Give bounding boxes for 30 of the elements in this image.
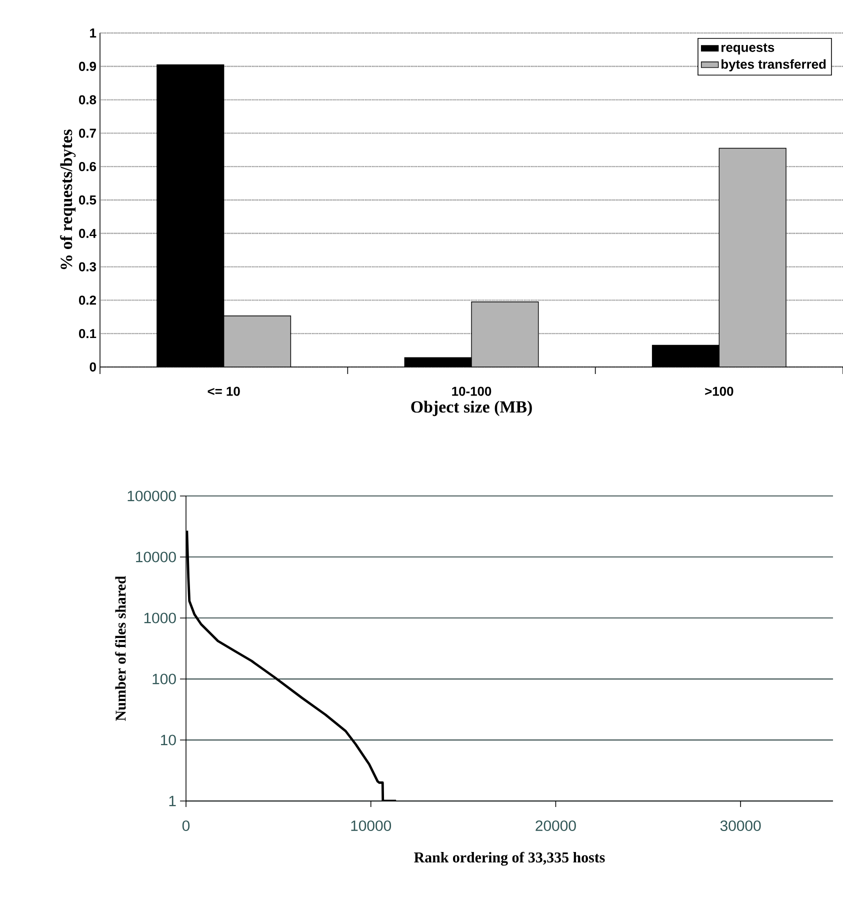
y-tick-label: 0.4 xyxy=(78,228,96,238)
x-tick-label: >100 xyxy=(705,386,734,396)
y-tick-label: 0.1 xyxy=(78,329,96,338)
y-tick-label: 10000 xyxy=(136,552,176,562)
x-tick-label: 10-100 xyxy=(452,386,492,396)
y-tick-label: 0.7 xyxy=(78,128,96,138)
y-tick-label: 0 xyxy=(90,362,96,372)
y-tick-label: 100 xyxy=(152,674,176,684)
x-tick-label: 30000 xyxy=(720,820,761,832)
x-tick-label: 0 xyxy=(182,820,190,832)
legend-label: bytes transferred xyxy=(722,59,826,72)
y-tick-label: 1 xyxy=(169,796,176,806)
y-tick-label: 0.3 xyxy=(78,262,96,272)
legend-label: requests xyxy=(722,43,774,55)
x-axis-title: Object size (MB) xyxy=(411,400,532,416)
x-axis-title: Rank ordering of 33,335 hosts xyxy=(414,852,605,866)
y-tick-label: 0.2 xyxy=(78,296,96,305)
y-tick-label: 1000 xyxy=(144,612,176,624)
y-tick-label: 0.5 xyxy=(78,195,96,205)
y-tick-label: 0.8 xyxy=(78,95,96,104)
y-tick-label: 0.9 xyxy=(78,62,96,71)
y-tick-label: 1 xyxy=(90,28,96,38)
y-axis-title: % of requests/bytes xyxy=(60,130,76,270)
x-tick-label: 20000 xyxy=(536,820,576,832)
x-tick-label: <= 10 xyxy=(208,386,240,396)
y-axis-title: Number of files shared xyxy=(115,576,126,721)
y-tick-label: 0.6 xyxy=(78,162,96,172)
y-tick-label: 100000 xyxy=(128,490,176,502)
y-tick-label: 10 xyxy=(161,734,176,746)
x-tick-label: 10000 xyxy=(351,820,392,832)
